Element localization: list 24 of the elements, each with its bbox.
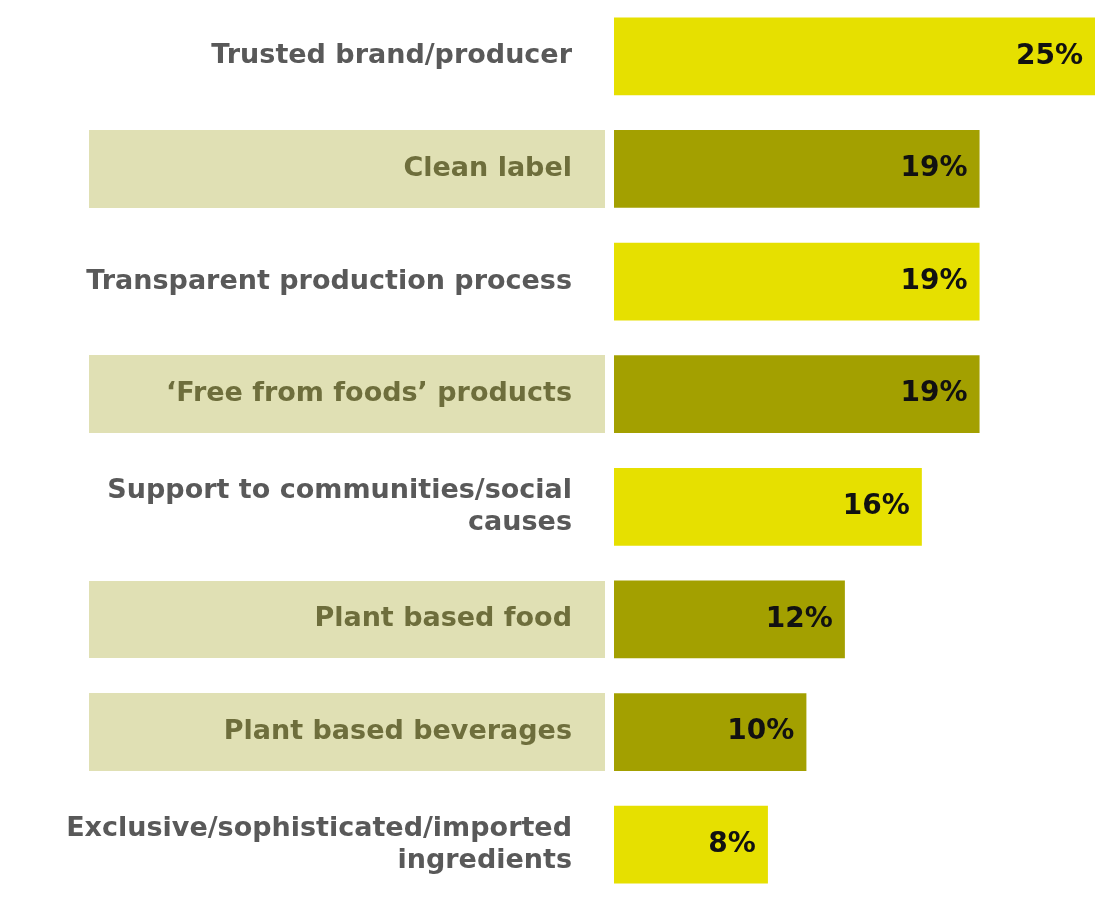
y-tick-label: Plant based food [314,601,572,633]
y-tick-label: Support to communities/social causes [107,472,572,537]
bar [614,580,845,659]
data-label: 8% [708,825,756,859]
y-tick-label: ‘Free from foods’ products [165,376,572,408]
y-tick-label: Plant based beverages [223,714,572,746]
data-label: 25% [1015,37,1083,71]
data-label: 12% [765,600,833,634]
data-label: 16% [842,488,910,522]
y-tick-label: Trusted brand/producer [211,38,573,70]
bar [614,355,980,434]
bar [614,693,807,771]
bar [614,17,1095,96]
bar [614,467,922,546]
bar [614,805,768,884]
data-label: 19% [900,150,968,184]
data-label: 19% [900,375,968,409]
bar [614,242,980,321]
y-tick-label: Transparent production process [86,263,572,295]
bar [614,130,980,208]
data-label: 10% [727,713,795,747]
y-tick-label: Clean label [403,150,572,182]
y-tick-label: Exclusive/sophisticated/imported ingredients [66,810,572,874]
data-label: 19% [900,262,968,296]
